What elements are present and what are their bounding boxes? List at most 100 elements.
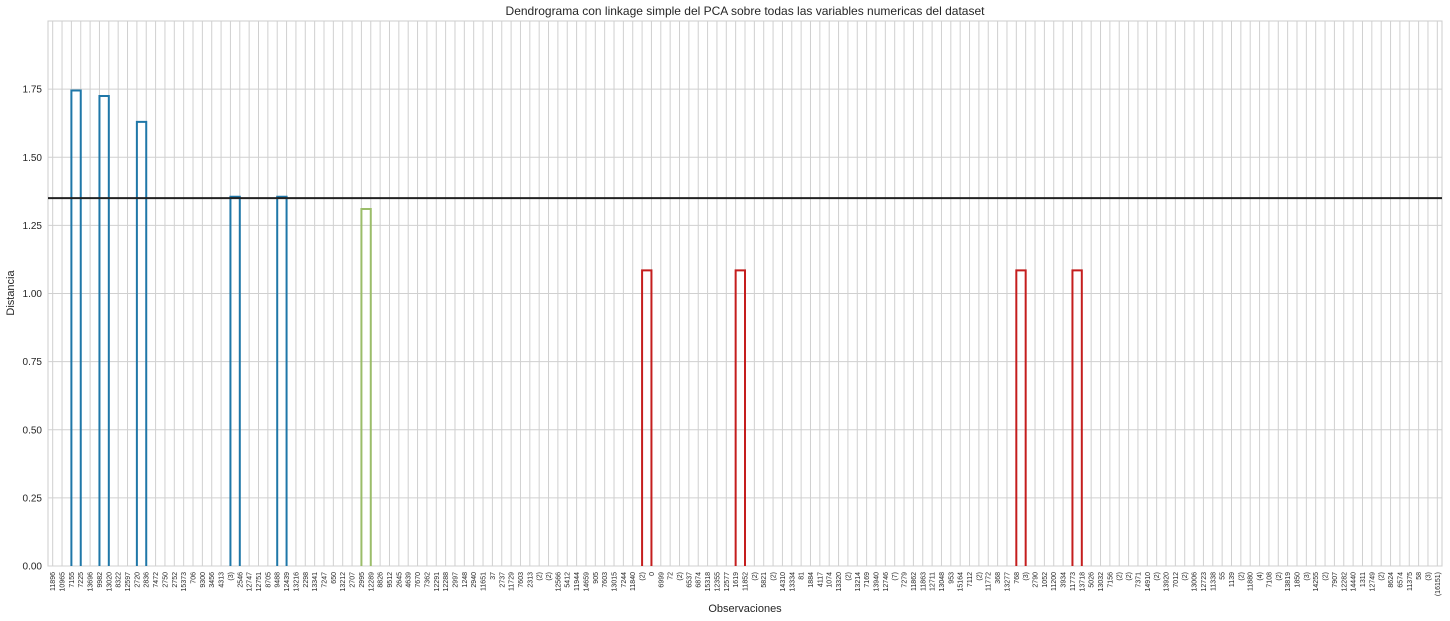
leaf-label: 905 [593,572,600,584]
leaf-label: 14440 [1351,572,1358,592]
leaf-label: 13048 [939,572,946,592]
dendrogram-link [641,269,653,566]
leaf-label: 8705 [265,572,272,588]
leaf-label: 7603 [602,572,609,588]
leaf-label: 14910 [1145,572,1152,592]
leaf-label: 7907 [1332,572,1339,588]
leaf-label: 11375 [1407,572,1414,591]
leaf-label: 11200 [1051,572,1058,591]
leaf-label: 7112 [967,572,974,587]
leaf-label: 13320 [836,572,843,592]
leaf-label: 5026 [1089,572,1096,588]
chart-title: Dendrograma con linkage simple del PCA s… [506,4,986,18]
leaf-label: 11772 [986,572,993,591]
leaf-label: 7371 [1135,572,1142,588]
leaf-label: 0 [649,572,656,576]
leaf-label: 37 [490,572,497,580]
y-tick-label: 1.50 [23,153,43,164]
dendrogram-links [53,90,1083,566]
leaf-label: (16151) [1435,572,1442,596]
leaf-label: 12597 [125,572,132,592]
leaf-label: 14255 [1313,572,1320,592]
leaf-label: 12746 [883,572,890,592]
leaf-label: 9300 [200,572,207,588]
leaf-label: 1619 [733,572,740,588]
leaf-label: 2737 [499,572,506,588]
leaf-label: 7247 [321,572,328,588]
y-axis-ticks: 0.00 0.25 0.50 0.75 1.00 1.25 1.50 1.75 [23,85,43,573]
leaf-label: (2) [1379,572,1386,581]
leaf-label: 6574 [1397,572,1404,588]
leaf-label: (2) [1276,572,1283,581]
leaf-label: 2645 [396,572,403,588]
leaf-label: 12749 [1369,572,1376,592]
leaf-label: 13015 [612,572,619,592]
grid-layer [48,21,1442,567]
x-axis-leaf-labels: 11896 10965 7155 7225 13696 9982 13020 8322 1259… [50,572,1442,596]
leaf-label: 15164 [958,572,965,592]
leaf-label: 13696 [88,572,95,592]
leaf-label: 1139 [1229,572,1236,587]
leaf-label: 11852 [743,572,750,591]
leaf-label: 953 [948,572,955,584]
leaf-label: 7472 [153,572,160,588]
leaf-label: 2707 [350,572,357,588]
leaf-label: 6874 [696,572,703,588]
leaf-label: 3934 [1061,572,1068,588]
leaf-label: (7) [892,572,899,581]
leaf-label: 11896 [50,572,57,591]
leaf-label: 1074 [827,572,834,588]
leaf-label: 4313 [219,572,226,588]
leaf-label: 12282 [1341,572,1348,592]
leaf-label: (2) [1182,572,1189,581]
leaf-label: 13341 [312,572,319,592]
leaf-label: 5821 [761,572,768,588]
dendrogram-link [1015,269,1027,566]
leaf-label: 58 [1416,572,1423,580]
leaf-label: (2) [1154,572,1161,581]
leaf-label: (2) [640,572,647,581]
leaf-label: 11840 [630,572,637,591]
leaf-label: 2940 [471,572,478,588]
leaf-label: (4) [1257,572,1264,581]
leaf-label: 2995 [359,572,366,588]
leaf-label: 7169 [864,572,871,588]
leaf-label: 7156 [1107,572,1114,588]
leaf-label: 5412 [565,572,572,588]
leaf-label: 13006 [1192,572,1199,592]
leaf-label: 4117 [817,572,824,587]
leaf-label: 13032 [1098,572,1105,592]
y-tick-label: 0.50 [23,425,43,436]
leaf-label: 2313 [527,572,534,588]
leaf-label: 11773 [1070,572,1077,591]
leaf-label: 7108 [1266,572,1273,588]
leaf-label: 10965 [60,572,67,592]
y-tick-label: 0.75 [23,357,43,368]
leaf-label: 12751 [256,572,263,592]
y-tick-label: 0.00 [23,562,43,573]
leaf-label: 650 [331,572,338,584]
leaf-label: 1884 [808,572,815,588]
leaf-label: (2) [677,572,684,581]
leaf-label: 2298 [303,572,310,588]
leaf-label: 12723 [1201,572,1208,592]
leaf-label: 7155 [69,572,76,588]
leaf-label: 13277 [1004,572,1011,592]
leaf-label: 368 [995,572,1002,584]
leaf-label: 4639 [406,572,413,588]
leaf-label: 12291 [434,572,441,592]
leaf-label: (2) [1117,572,1124,581]
leaf-label: (3) [1425,572,1432,581]
leaf-label: 2752 [172,572,179,588]
leaf-label: 2997 [452,572,459,588]
dendrogram-link [1071,269,1083,566]
leaf-label: (2) [845,572,852,581]
leaf-label: (2) [752,572,759,581]
leaf-label: 9512 [387,572,394,588]
leaf-label: 13718 [1079,572,1086,592]
leaf-label: 11863 [920,572,927,591]
leaf-label: 7362 [424,572,431,588]
leaf-label: 11944 [574,572,581,591]
y-tick-label: 1.25 [23,221,43,232]
